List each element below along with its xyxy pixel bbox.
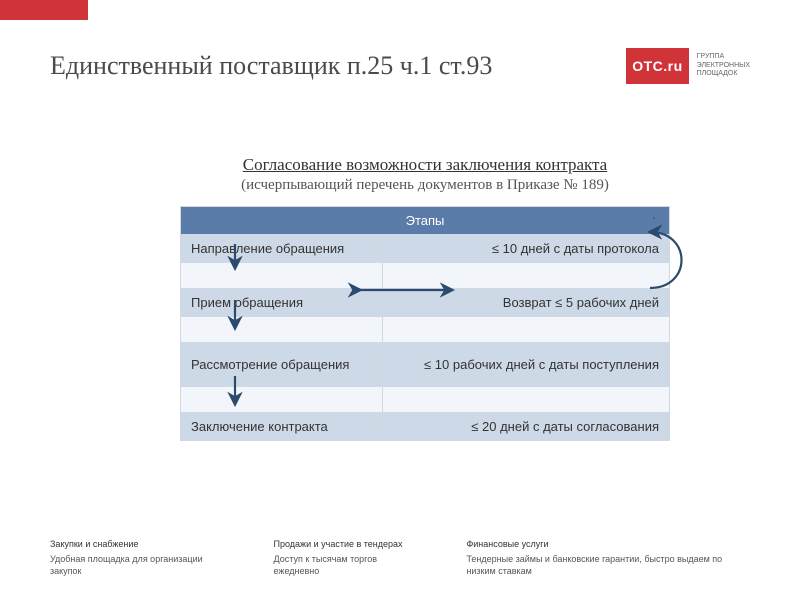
table-row: Прием обращения Возврат ≤ 5 рабочих дней xyxy=(181,289,670,317)
footer-title: Продажи и участие в тендерах xyxy=(274,538,407,551)
table-row: Направление обращения ≤ 10 дней с даты п… xyxy=(181,235,670,263)
table-row: Рассмотрение обращения ≤ 10 рабочих дней… xyxy=(181,343,670,387)
table-gap xyxy=(181,317,670,343)
stage-name: Прием обращения xyxy=(181,289,383,317)
corner-accent xyxy=(0,0,88,25)
stage-name: Рассмотрение обращения xyxy=(181,343,383,387)
section: Согласование возможности заключения конт… xyxy=(155,155,695,441)
footer-col: Финансовые услуги Тендерные займы и банк… xyxy=(466,538,750,578)
table-gap xyxy=(181,387,670,413)
footer-col: Продажи и участие в тендерах Доступ к ты… xyxy=(274,538,407,578)
stage-deadline: ≤ 10 рабочих дней с даты поступления xyxy=(382,343,669,387)
footer-title: Закупки и снабжение xyxy=(50,538,214,551)
footer: Закупки и снабжение Удобная площадка для… xyxy=(50,538,750,578)
stages-table: Этапы Направление обращения ≤ 10 дней с … xyxy=(180,206,670,441)
stage-name: Направление обращения xyxy=(181,235,383,263)
stage-deadline: ≤ 10 дней с даты протокола xyxy=(382,235,669,263)
table-row: Заключение контракта ≤ 20 дней с даты со… xyxy=(181,413,670,441)
footer-body: Доступ к тысячам торгов ежедневно xyxy=(274,554,378,577)
footer-col: Закупки и снабжение Удобная площадка для… xyxy=(50,538,214,578)
stage-deadline: Возврат ≤ 5 рабочих дней xyxy=(382,289,669,317)
logo: OTC.ru ГРУППА ЭЛЕКТРОННЫХ ПЛОЩАДОК xyxy=(626,48,750,84)
stage-name: Заключение контракта xyxy=(181,413,383,441)
section-heading: Согласование возможности заключения конт… xyxy=(155,155,695,175)
section-subheading: (исчерпывающий перечень документов в При… xyxy=(155,177,695,194)
footer-body: Тендерные займы и банковские гарантии, б… xyxy=(466,554,722,577)
footer-body: Удобная площадка для организации закупок xyxy=(50,554,203,577)
title-row: Единственный поставщик п.25 ч.1 ст.93 OT… xyxy=(50,48,750,84)
stage-deadline: ≤ 20 дней с даты согласования xyxy=(382,413,669,441)
table-header: Этапы xyxy=(181,207,670,235)
page-title: Единственный поставщик п.25 ч.1 ст.93 xyxy=(50,51,492,81)
footer-title: Финансовые услуги xyxy=(466,538,750,551)
logo-mark: OTC.ru xyxy=(626,48,688,84)
logo-tagline: ГРУППА ЭЛЕКТРОННЫХ ПЛОЩАДОК xyxy=(697,53,750,78)
table-header-row: Этапы xyxy=(181,207,670,235)
slide: Единственный поставщик п.25 ч.1 ст.93 OT… xyxy=(0,0,800,600)
table-gap xyxy=(181,263,670,289)
